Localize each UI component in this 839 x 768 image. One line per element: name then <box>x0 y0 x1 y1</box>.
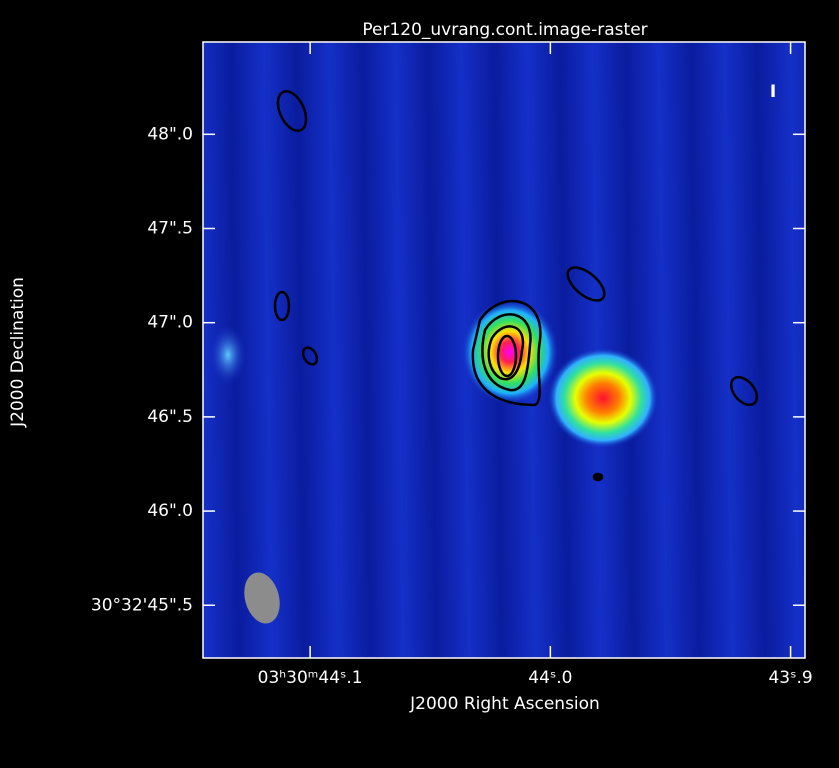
y-tick-label: 30°32'45".5 <box>91 595 193 615</box>
contours <box>273 90 759 482</box>
source <box>548 348 658 448</box>
y-tick-label: 48".0 <box>147 124 193 144</box>
y-tick-label: 47".0 <box>147 313 193 333</box>
stokes-label: I <box>770 82 776 102</box>
raster <box>203 42 805 658</box>
x-tick-label: 44ˢ.0 <box>528 668 572 688</box>
y-tick-label: 46".0 <box>147 501 193 521</box>
blob <box>210 325 246 385</box>
y-tick-label: 47".5 <box>147 218 193 238</box>
source <box>462 300 558 404</box>
x-tick-label: 43ˢ.9 <box>768 668 812 688</box>
y-axis-label: J2000 Declination <box>8 277 28 428</box>
y-tick-label: 46".5 <box>147 407 193 427</box>
beam <box>244 572 280 624</box>
chart-title: Per120_uvrang.cont.image-raster <box>362 20 647 40</box>
frame <box>202 41 806 659</box>
x-tick-label: 03ʰ30ᵐ44ˢ.1 <box>258 668 363 688</box>
x-axis-label: J2000 Right Ascension <box>409 694 600 714</box>
